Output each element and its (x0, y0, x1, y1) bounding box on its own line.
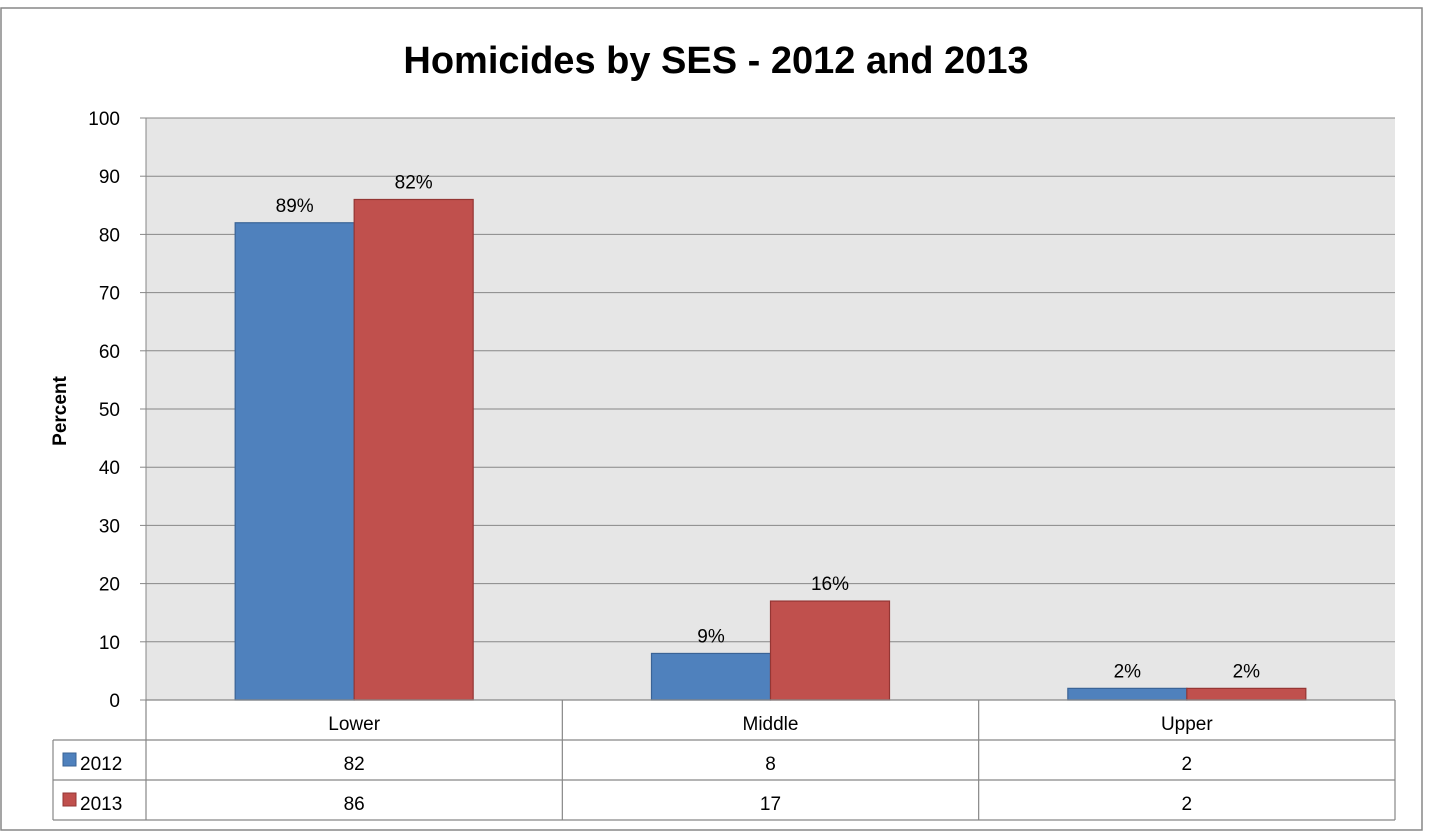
y-tick-label: 70 (99, 284, 120, 305)
data-label: 89% (276, 196, 314, 217)
bars (234, 198, 1307, 701)
category-label: Upper (1161, 714, 1213, 735)
y-tick-label: 80 (99, 225, 120, 246)
table-cell: 17 (760, 794, 781, 815)
y-tick-label: 20 (99, 575, 120, 596)
data-label: 82% (395, 172, 433, 193)
bar-2013-middle (769, 600, 891, 701)
bar-2013-lower (353, 198, 474, 701)
y-axis-label: Percent (50, 375, 71, 445)
y-tick-label: 30 (99, 516, 120, 537)
legend-key-2012 (62, 752, 77, 767)
data-label: 9% (697, 626, 725, 647)
table-cell: 2 (1182, 794, 1193, 815)
y-tick-label: 50 (99, 400, 120, 421)
y-tick-label: 60 (99, 342, 120, 363)
legend-key-2013 (62, 792, 77, 807)
data-label: 2% (1233, 661, 1261, 682)
chart-title: Homicides by SES - 2012 and 2013 (403, 40, 1028, 82)
table-cell: 2 (1182, 754, 1193, 775)
y-tick-label: 10 (99, 633, 120, 654)
table-cell: 86 (344, 794, 365, 815)
y-tick-label: 90 (99, 167, 120, 188)
y-tick-label: 0 (109, 691, 120, 712)
bar-2012-lower (234, 222, 355, 701)
table-cell: 8 (765, 754, 776, 775)
y-axis-ticks: 0 10 20 30 40 50 60 70 80 90 100 (88, 109, 146, 712)
table-cell: 82 (344, 754, 365, 775)
y-tick-label: 40 (99, 458, 120, 479)
bar-2012-upper (1067, 687, 1188, 701)
data-labels: 89% 82% 9% 16% 2% 2% (276, 172, 1261, 682)
y-tick-label: 100 (88, 109, 120, 130)
data-label: 2% (1114, 661, 1142, 682)
category-label: Middle (743, 714, 799, 735)
bar-2013-upper (1186, 687, 1307, 701)
category-label: Lower (328, 714, 380, 735)
data-label: 16% (811, 574, 849, 595)
legend-label: 2012 (80, 754, 122, 775)
bar-2012-middle (650, 652, 772, 701)
legend-label: 2013 (80, 794, 122, 815)
